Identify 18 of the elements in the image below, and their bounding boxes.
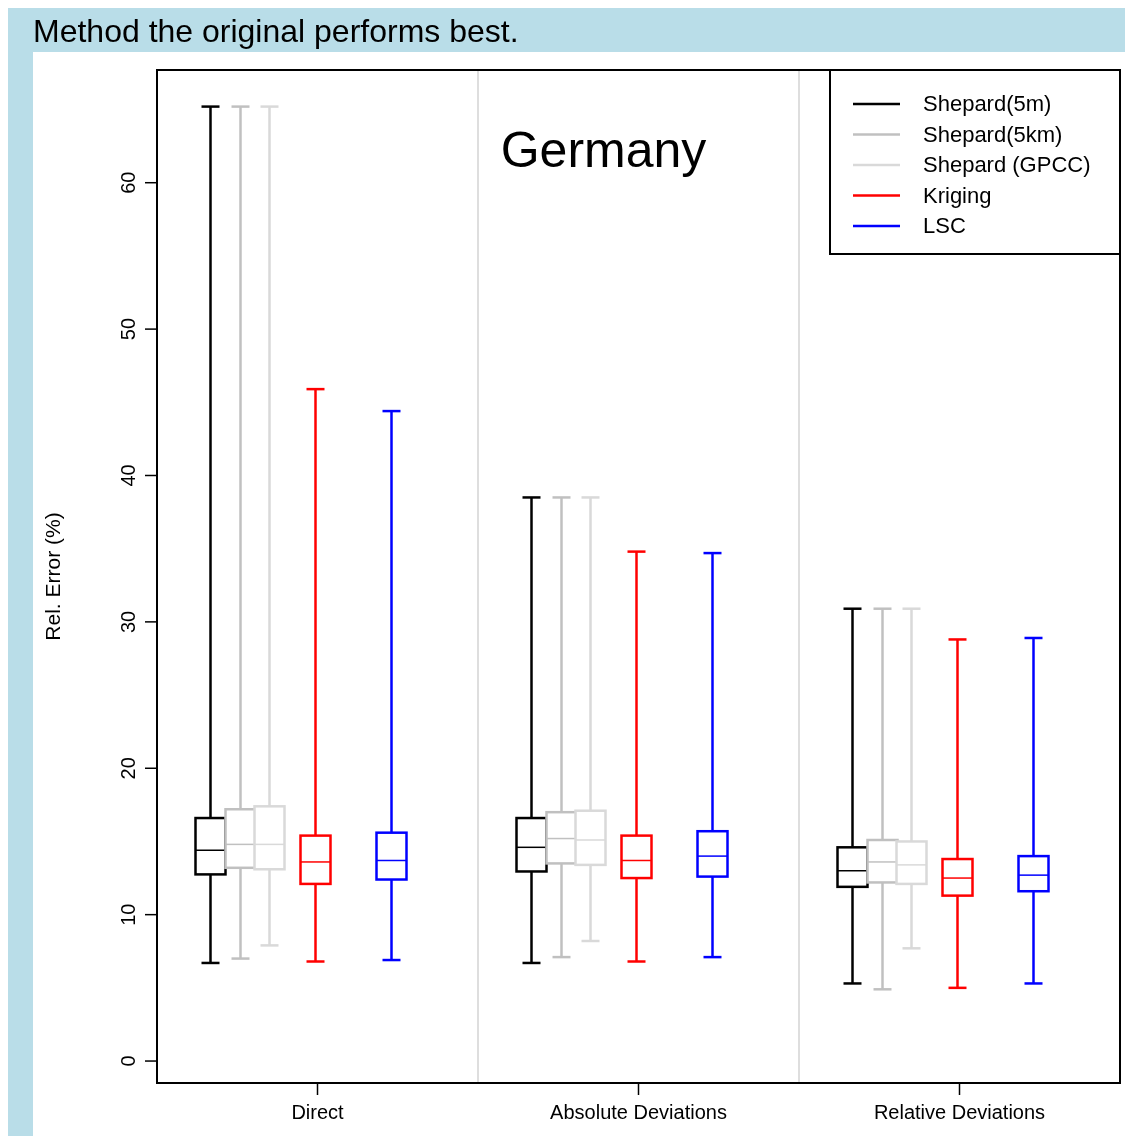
legend-label: Shepard(5m)	[923, 91, 1052, 116]
x-tick-label: Absolute Deviations	[550, 1101, 727, 1123]
legend-label: LSC	[923, 213, 966, 238]
x-tick-label: Relative Deviations	[873, 1101, 1046, 1123]
y-tick-label: 10	[117, 903, 139, 926]
annotation: Germany	[500, 122, 707, 178]
y-tick-label: 20	[117, 757, 139, 780]
y-tick-label: 60	[117, 171, 139, 194]
y-tick-label: 30	[117, 610, 139, 634]
y-tick-label: 50	[117, 317, 139, 341]
y-tick-label: 0	[117, 1055, 139, 1067]
y-tick-label: 40	[117, 464, 139, 487]
x-tick-label: Direct	[291, 1101, 345, 1123]
chart-title: Method the original performs best.	[33, 13, 519, 49]
legend-label: Kriging	[923, 182, 992, 208]
legend-label: Shepard (GPCC)	[923, 152, 1091, 177]
y-axis-title: Rel. Error (%)	[41, 512, 64, 641]
legend-label: Shepard(5km)	[923, 121, 1063, 147]
